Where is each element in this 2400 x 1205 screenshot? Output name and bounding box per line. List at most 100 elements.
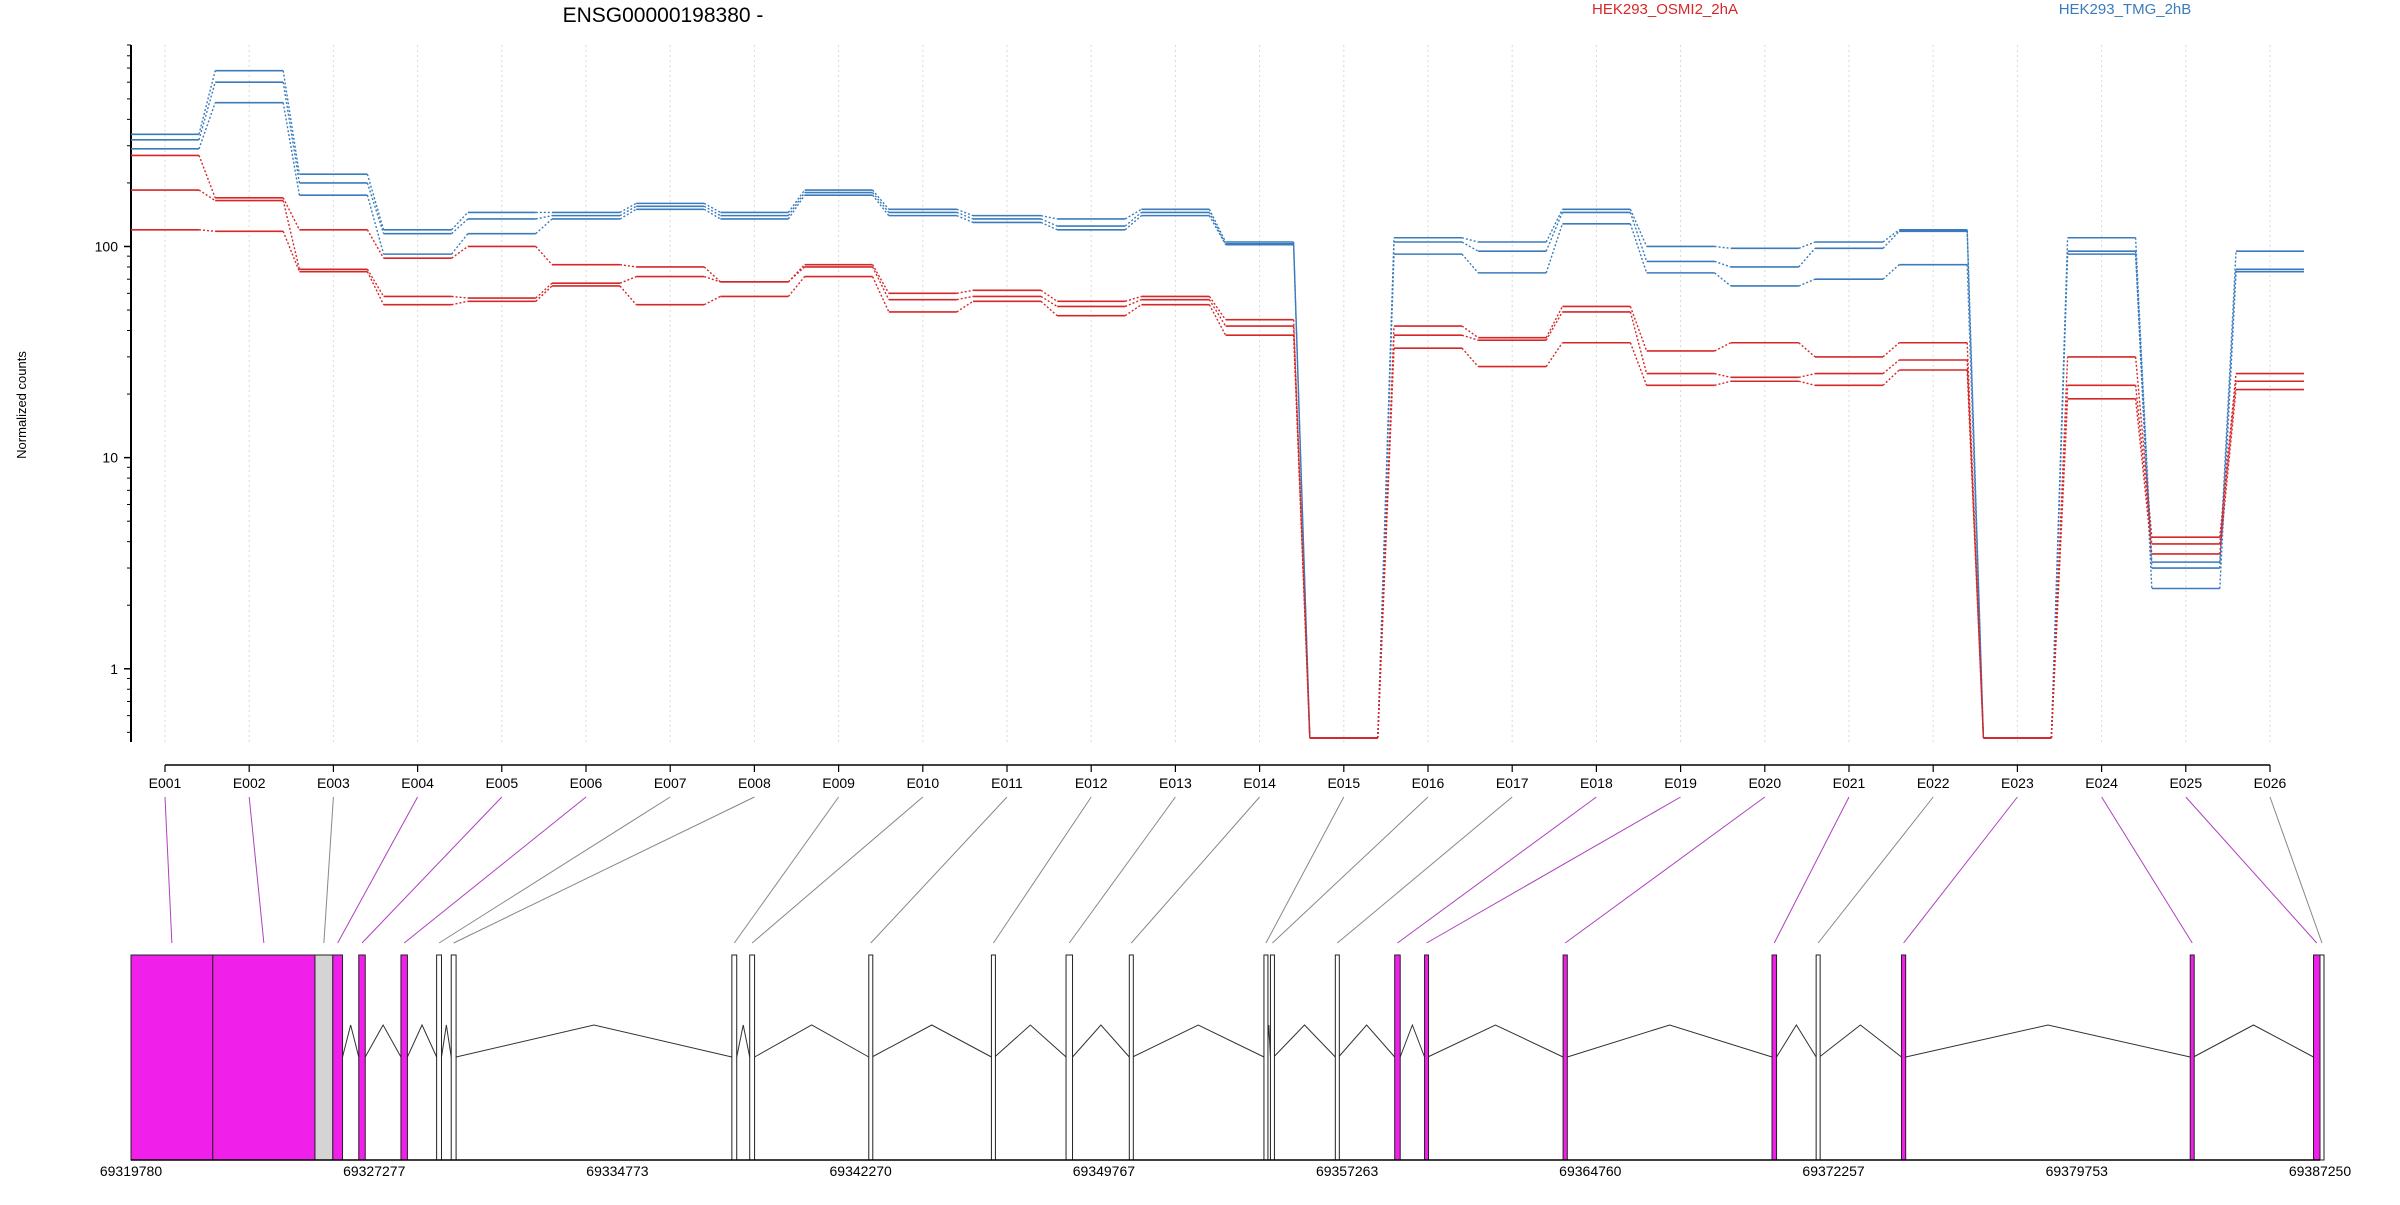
exon-connectors [164, 796, 2323, 944]
x-tick-label: E003 [317, 775, 350, 791]
y-axis-label: Normalized counts [14, 351, 29, 459]
data-connector [198, 81, 216, 141]
data-connector [1798, 247, 1816, 268]
chart-title: ENSG00000198380 - [563, 4, 764, 27]
x-tick-label: E005 [485, 775, 518, 791]
data-connector [1040, 221, 1058, 231]
data-connector [1629, 342, 1648, 386]
coord-tick-label: 69327277 [343, 1163, 406, 1179]
intron-line [754, 1024, 870, 1058]
exon-box [990, 954, 996, 1161]
exon-box [130, 954, 214, 1161]
data-connector [1714, 272, 1732, 287]
data-connector [1545, 342, 1563, 367]
data-connector [2134, 385, 2153, 545]
data-connector [451, 233, 469, 255]
exon-connector-line [1130, 796, 1260, 944]
intron-line [2193, 1024, 2314, 1058]
y-tick-label: 10 [102, 450, 118, 466]
exon-box [2189, 954, 2195, 1161]
data-connector [282, 231, 301, 272]
intron-line [406, 1023, 438, 1058]
exon-box [1394, 954, 1401, 1161]
coord-tick-label: 69334773 [586, 1163, 649, 1179]
data-connector [282, 197, 301, 231]
data-connector [451, 300, 468, 306]
exon-connector-line [1773, 796, 1850, 944]
data-connector [787, 264, 806, 283]
x-tick-label: E009 [822, 775, 855, 791]
x-tick-label: E021 [1833, 775, 1866, 791]
x-tick-label: E004 [401, 775, 434, 791]
series-lines [131, 69, 2304, 739]
data-connector [1545, 208, 1564, 243]
data-connector [1208, 215, 1227, 246]
exon-connector-line [1564, 796, 1766, 944]
data-connector [872, 192, 890, 213]
x-tick-label: E008 [738, 775, 771, 791]
data-connector [282, 70, 301, 175]
data-connector [1714, 380, 1731, 387]
data-connector [1714, 260, 1732, 268]
data-connector [2050, 356, 2069, 739]
data-connector [1292, 326, 1311, 739]
intron-line [1399, 1023, 1426, 1058]
exon-connector-line [2269, 796, 2323, 944]
data-connector [1714, 245, 1731, 250]
data-connector [198, 155, 216, 199]
exon-box [1815, 954, 1821, 1161]
data-connector [1882, 230, 1900, 249]
intron-line [1776, 1024, 1817, 1058]
data-connector [619, 202, 637, 214]
x-tick-label: E011 [991, 775, 1023, 791]
data-connector [2219, 389, 2237, 554]
exon-connector-line [1265, 796, 1345, 944]
data-connector [1461, 347, 1479, 368]
data-connector [787, 189, 806, 213]
intron-line [1567, 1024, 1773, 1058]
exon-box [436, 954, 442, 1161]
data-connector [451, 211, 469, 231]
exon-connector-line [751, 796, 924, 944]
data-connector [1545, 223, 1564, 274]
data-connector [1461, 334, 1479, 341]
data-connector [535, 218, 553, 235]
data-connector [703, 208, 721, 220]
exon-connector-line [1068, 796, 1176, 944]
series-line [131, 228, 2304, 739]
data-connector [198, 229, 216, 233]
exon-box [1263, 954, 1269, 1161]
data-connector [366, 271, 385, 306]
coord-tick-label: 69357263 [1316, 1163, 1379, 1179]
exon-connector-line [1337, 796, 1513, 944]
coord-tick-label: 69349767 [1073, 1163, 1136, 1179]
exon-connector-line [337, 796, 419, 944]
data-connector [1040, 289, 1058, 302]
exon-box [1562, 954, 1568, 1161]
data-connector [198, 189, 216, 202]
data-connector [872, 189, 890, 210]
data-connector [2050, 254, 2069, 739]
data-connector [1461, 237, 1479, 243]
data-connector [619, 205, 637, 217]
x-tick-label: E016 [1412, 775, 1445, 791]
data-connector [872, 194, 890, 217]
x-tick-label: E023 [2001, 775, 2034, 791]
y-tick-label: 1 [110, 661, 118, 677]
intron-line [1338, 1024, 1396, 1058]
data-connector [1545, 311, 1564, 341]
data-connector [1966, 264, 1985, 739]
data-connector [1377, 348, 1395, 739]
exon-connector-line [453, 796, 755, 944]
exon-box [1269, 954, 1275, 1161]
exon-box [1128, 954, 1134, 1161]
exon-box [1065, 954, 1074, 1161]
coord-tick-label: 69342270 [830, 1163, 893, 1179]
exon-connector-line [2101, 796, 2193, 944]
data-connector [2219, 271, 2237, 589]
data-connector [2050, 398, 2069, 739]
y-tick-label: 100 [95, 238, 119, 254]
data-connector [198, 102, 216, 150]
